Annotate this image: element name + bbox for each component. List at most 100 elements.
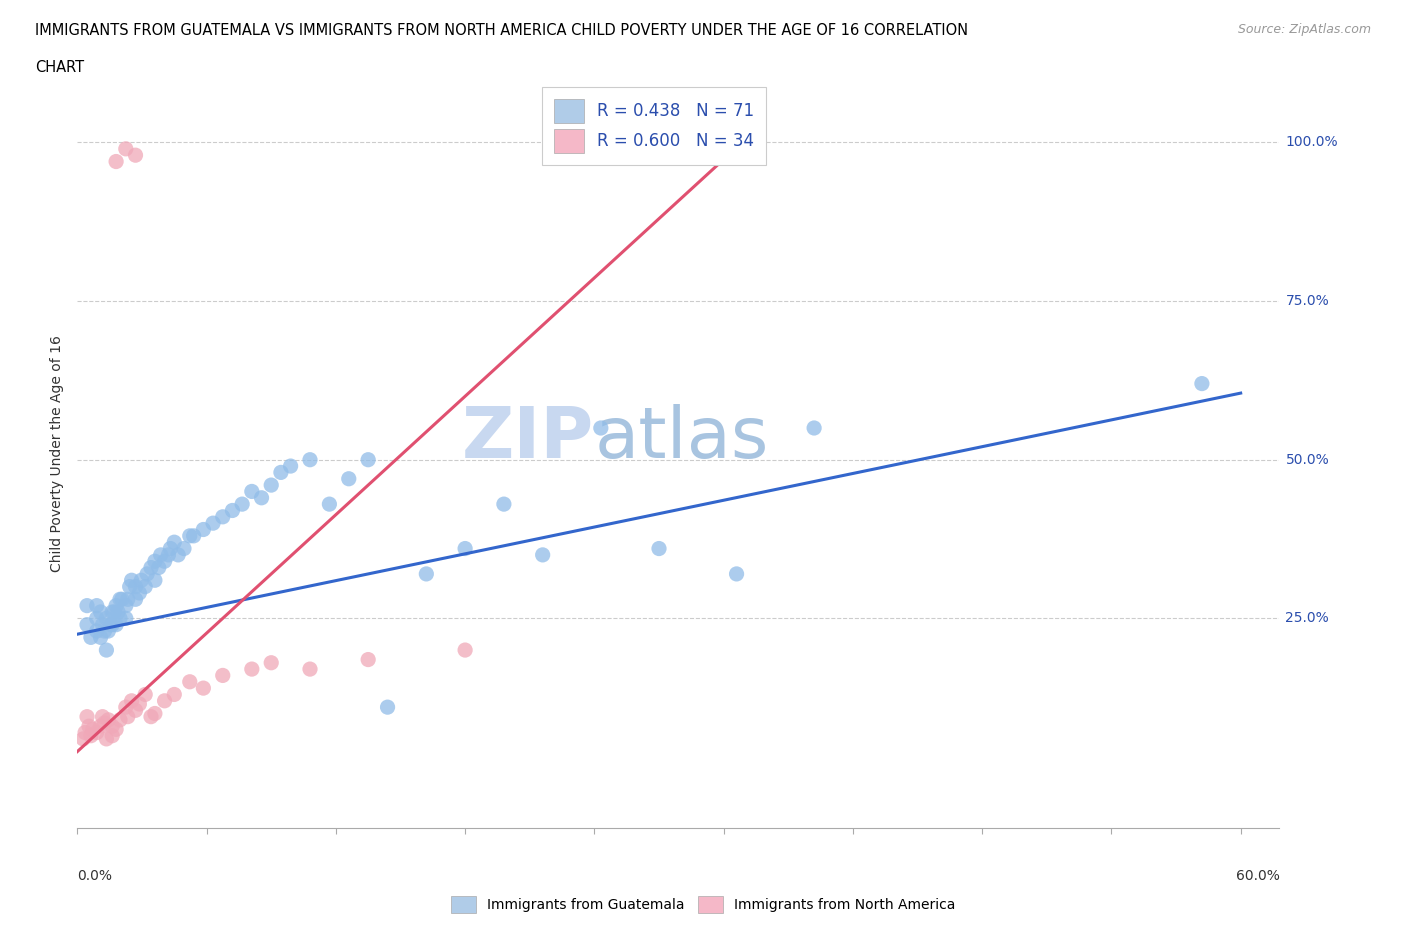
- Point: [159, 541, 181, 556]
- Text: IMMIGRANTS FROM GUATEMALA VS IMMIGRANTS FROM NORTH AMERICA CHILD POVERTY UNDER T: IMMIGRANTS FROM GUATEMALA VS IMMIGRANTS …: [35, 23, 969, 38]
- Point: [139, 710, 162, 724]
- Point: [124, 703, 146, 718]
- Point: [803, 420, 825, 435]
- Point: [136, 566, 159, 581]
- Point: [117, 710, 139, 724]
- Point: [101, 719, 124, 734]
- Point: [128, 697, 150, 711]
- Point: [105, 154, 128, 169]
- Point: [139, 560, 162, 575]
- Point: [163, 535, 186, 550]
- Point: [86, 725, 108, 740]
- Text: 60.0%: 60.0%: [1236, 869, 1279, 883]
- Point: [193, 681, 215, 696]
- Point: [101, 618, 124, 632]
- Point: [143, 553, 166, 568]
- Text: 0.0%: 0.0%: [77, 869, 112, 883]
- Point: [202, 516, 225, 531]
- Point: [124, 579, 146, 594]
- Point: [80, 630, 103, 644]
- Point: [91, 618, 114, 632]
- Text: CHART: CHART: [35, 60, 84, 75]
- Point: [143, 706, 166, 721]
- Point: [260, 478, 283, 493]
- Point: [240, 484, 263, 498]
- Legend: Immigrants from Guatemala, Immigrants from North America: Immigrants from Guatemala, Immigrants fr…: [444, 890, 962, 919]
- Point: [96, 643, 118, 658]
- Point: [167, 548, 190, 563]
- Point: [105, 618, 128, 632]
- Text: Source: ZipAtlas.com: Source: ZipAtlas.com: [1237, 23, 1371, 36]
- Point: [357, 452, 380, 467]
- Point: [124, 148, 146, 163]
- Point: [107, 604, 129, 619]
- Point: [93, 624, 115, 639]
- Text: 50.0%: 50.0%: [1285, 453, 1329, 467]
- Point: [260, 656, 283, 671]
- Point: [531, 548, 554, 563]
- Point: [270, 465, 292, 480]
- Point: [143, 573, 166, 588]
- Point: [114, 699, 136, 714]
- Point: [454, 541, 477, 556]
- Point: [221, 503, 243, 518]
- Point: [163, 687, 186, 702]
- Text: 25.0%: 25.0%: [1285, 611, 1329, 625]
- Text: 100.0%: 100.0%: [1285, 136, 1339, 150]
- Point: [183, 528, 205, 543]
- Point: [179, 674, 201, 689]
- Point: [648, 541, 671, 556]
- Point: [193, 522, 215, 537]
- Point: [103, 604, 125, 619]
- Point: [357, 652, 380, 667]
- Point: [97, 624, 120, 639]
- Point: [114, 598, 136, 613]
- Point: [108, 712, 131, 727]
- Point: [101, 728, 124, 743]
- Point: [86, 611, 108, 626]
- Point: [725, 566, 748, 581]
- Point: [80, 728, 103, 743]
- Point: [589, 420, 612, 435]
- Point: [153, 694, 176, 709]
- Point: [91, 710, 114, 724]
- Point: [298, 452, 321, 467]
- Point: [124, 591, 146, 606]
- Point: [118, 579, 141, 594]
- Point: [231, 497, 253, 512]
- Point: [211, 510, 233, 525]
- Point: [149, 548, 172, 563]
- Point: [96, 611, 118, 626]
- Point: [114, 611, 136, 626]
- Point: [377, 699, 399, 714]
- Point: [114, 141, 136, 156]
- Point: [318, 497, 340, 512]
- Point: [134, 687, 156, 702]
- Text: atlas: atlas: [595, 404, 769, 472]
- Point: [108, 611, 131, 626]
- Point: [280, 458, 302, 473]
- Point: [157, 548, 180, 563]
- Point: [131, 573, 153, 588]
- Point: [337, 472, 360, 486]
- Point: [90, 604, 112, 619]
- Text: 75.0%: 75.0%: [1285, 294, 1329, 308]
- Point: [101, 604, 124, 619]
- Point: [108, 591, 131, 606]
- Point: [86, 624, 108, 639]
- Point: [76, 598, 98, 613]
- Point: [173, 541, 195, 556]
- Point: [492, 497, 515, 512]
- Point: [121, 694, 143, 709]
- Point: [179, 528, 201, 543]
- Point: [82, 722, 104, 737]
- Point: [90, 630, 112, 644]
- Point: [93, 715, 115, 730]
- Point: [111, 591, 134, 606]
- Point: [86, 598, 108, 613]
- Point: [75, 725, 97, 740]
- Point: [98, 618, 121, 632]
- Point: [77, 719, 100, 734]
- Point: [1191, 376, 1213, 391]
- Point: [76, 710, 98, 724]
